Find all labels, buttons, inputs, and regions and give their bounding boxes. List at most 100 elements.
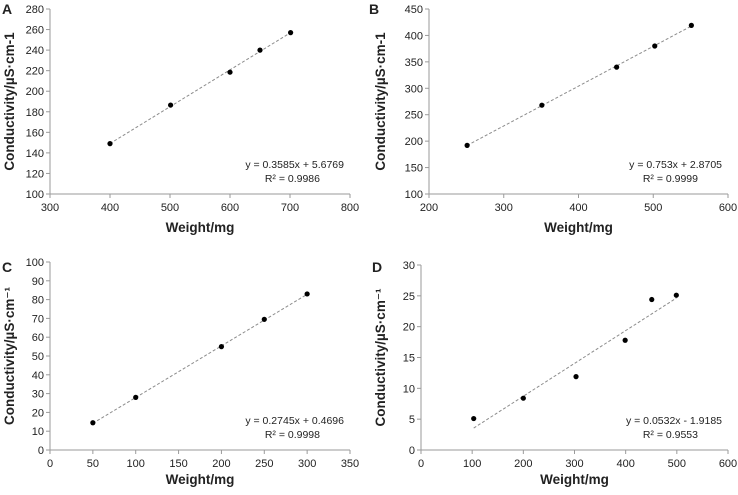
y-axis-title: Conductivity/µS·cm-1 <box>373 32 388 171</box>
y-tick-label: 220 <box>26 66 44 78</box>
y-tick-label: 15 <box>403 353 415 365</box>
x-axis-title: Weight/mg <box>166 220 235 235</box>
y-tick-label: 50 <box>32 351 44 363</box>
x-tick-label: 0 <box>47 458 53 470</box>
y-axis-title: Conductivity/µS·cm⁻¹ <box>373 288 388 426</box>
x-tick-label: 250 <box>255 458 273 470</box>
y-tick-label: 120 <box>26 168 44 180</box>
data-point <box>261 316 267 322</box>
x-tick-label: 300 <box>298 458 316 470</box>
x-tick-label: 100 <box>127 458 145 470</box>
y-tick-label: 0 <box>38 445 44 457</box>
x-tick-label: 200 <box>514 458 532 470</box>
y-tick-label: 250 <box>405 110 423 122</box>
data-point <box>107 141 113 147</box>
x-tick-label: 200 <box>212 458 230 470</box>
y-tick-label: 450 <box>405 4 423 16</box>
data-point <box>304 291 310 297</box>
y-tick-label: 150 <box>405 163 423 175</box>
y-tick-label: 80 <box>32 295 44 307</box>
y-tick-label: 20 <box>403 322 415 334</box>
x-axis-title: Weight/mg <box>544 220 613 235</box>
data-point <box>471 415 477 422</box>
x-tick-label: 600 <box>719 458 737 470</box>
x-tick-label: 100 <box>463 458 481 470</box>
y-tick-label: 30 <box>32 389 44 401</box>
x-axis-title: Weight/mg <box>166 472 235 487</box>
x-tick-label: 0 <box>418 458 424 470</box>
y-tick-label: 100 <box>26 257 44 269</box>
x-tick-label: 300 <box>565 458 583 470</box>
y-tick-label: 200 <box>26 86 44 98</box>
y-tick-label: 350 <box>405 57 423 69</box>
data-point <box>539 102 545 108</box>
x-axis-title: Weight/mg <box>540 472 609 487</box>
x-tick-label: 700 <box>281 202 299 214</box>
data-point <box>227 69 233 75</box>
y-tick-label: 400 <box>405 30 423 42</box>
data-point <box>168 102 174 108</box>
trendline <box>466 25 692 146</box>
trendline-equation: y = 0.3585x + 5.6769 <box>245 159 344 171</box>
r-squared: R² = 0.9553 <box>643 429 698 441</box>
x-tick-label: 600 <box>221 202 239 214</box>
x-tick-label: 50 <box>87 458 99 470</box>
y-tick-label: 60 <box>32 332 44 344</box>
y-tick-label: 20 <box>32 407 44 419</box>
y-tick-label: 5 <box>409 414 415 426</box>
trendline-equation: y = 0.753x + 2.8705 <box>629 159 722 171</box>
r-squared: R² = 0.9998 <box>265 429 320 441</box>
panel-c: C 0 10 20 30 40 50 60 70 80 90 100 0 50 100 150 200 250 30… <box>2 257 359 487</box>
trendline <box>92 293 308 424</box>
data-point <box>288 30 294 36</box>
trendline <box>473 297 677 429</box>
y-tick-label: 90 <box>32 276 44 288</box>
data-point <box>622 337 628 343</box>
data-point <box>133 394 139 400</box>
panel-a: A 100 120 140 160 180 200 220 240 260 280 300 400 500… <box>2 1 359 235</box>
data-point <box>90 420 96 426</box>
data-point <box>649 296 655 303</box>
trendline <box>109 32 291 144</box>
r-squared: R² = 0.9999 <box>643 173 698 185</box>
data-point <box>257 47 263 53</box>
y-tick-label: 30 <box>403 260 415 272</box>
x-tick-label: 800 <box>341 202 359 214</box>
data-point <box>464 142 470 148</box>
y-tick-label: 160 <box>26 127 44 139</box>
y-tick-label: 10 <box>32 426 44 438</box>
panel-label: B <box>369 1 379 17</box>
x-tick-label: 200 <box>420 202 438 214</box>
y-tick-label: 100 <box>405 189 423 201</box>
data-point <box>520 395 526 401</box>
trendline-equation: y = 0.0532x - 1.9185 <box>626 415 722 427</box>
y-tick-label: 0 <box>409 445 415 457</box>
y-tick-label: 140 <box>26 148 44 160</box>
y-tick-label: 100 <box>26 189 44 201</box>
x-tick-label: 600 <box>719 202 737 214</box>
trendline-equation: y = 0.2745x + 0.4696 <box>245 415 344 427</box>
data-point <box>573 374 579 380</box>
y-tick-label: 10 <box>403 383 415 395</box>
y-tick-label: 240 <box>26 45 44 57</box>
data-point <box>673 292 679 298</box>
x-tick-label: 400 <box>616 458 634 470</box>
y-tick-label: 200 <box>405 136 423 148</box>
y-tick-label: 70 <box>32 313 44 325</box>
y-tick-label: 300 <box>405 83 423 95</box>
data-point <box>688 22 694 28</box>
x-tick-label: 300 <box>495 202 513 214</box>
data-point <box>652 43 658 49</box>
y-axis-title: Conductivity/µS·cm-1 <box>2 32 17 171</box>
x-tick-label: 400 <box>569 202 587 214</box>
panel-b: B 100 150 200 250 300 350 400 450 200 300 400 500 600… <box>369 1 737 235</box>
x-tick-label: 150 <box>169 458 187 470</box>
x-tick-label: 400 <box>101 202 119 214</box>
panel-label: C <box>2 259 12 275</box>
y-tick-label: 280 <box>26 4 44 16</box>
y-tick-label: 260 <box>26 25 44 37</box>
x-tick-label: 300 <box>41 202 59 214</box>
x-tick-label: 500 <box>161 202 179 214</box>
y-tick-label: 40 <box>32 370 44 382</box>
